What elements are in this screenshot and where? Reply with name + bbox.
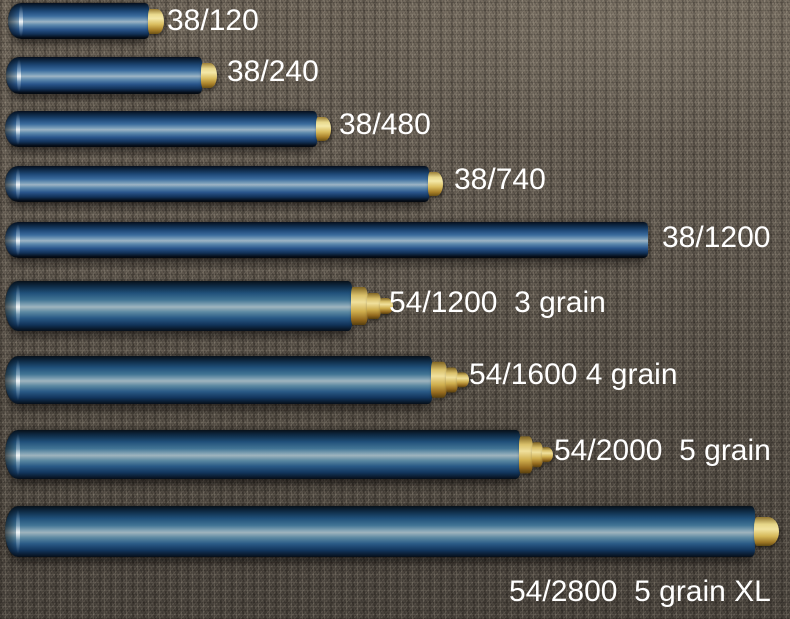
brass-cap-38-120 — [148, 9, 164, 34]
brass-cap-38-740 — [428, 172, 443, 196]
motor-casing-38-740 — [5, 166, 429, 202]
motor-casing-54-1200 — [5, 281, 352, 331]
motor-label-38-1200: 38/1200 — [662, 221, 771, 254]
closure-neck — [532, 441, 544, 468]
motor-casing-54-2800 — [5, 506, 755, 557]
closure-tip — [379, 298, 393, 314]
closure-ring — [351, 287, 369, 325]
motor-casing-38-120 — [8, 3, 149, 39]
motor-label-38-480: 38/480 — [339, 108, 431, 141]
closure-neck — [367, 293, 382, 319]
motor-casing-38-240 — [6, 57, 202, 94]
motor-label-54-2800: 54/2800 5 grain XL — [509, 575, 771, 608]
closure-ring — [519, 435, 533, 474]
brass-cap-38-240 — [201, 63, 217, 88]
brass-cap-38-480 — [316, 117, 331, 141]
motor-casing-54-1600 — [5, 356, 432, 404]
motor-label-54-2000: 54/2000 5 grain — [554, 434, 771, 467]
motor-casing-38-1200 — [5, 222, 648, 258]
brass-closure-54-1200 — [351, 281, 393, 331]
brass-closure-54-1600 — [431, 356, 469, 404]
motor-label-38-740: 38/740 — [454, 163, 546, 196]
closure-tip — [542, 446, 553, 463]
motor-label-38-120: 38/120 — [167, 4, 259, 37]
motor-casing-38-480 — [5, 111, 317, 147]
motor-label-54-1200: 54/1200 3 grain — [389, 286, 606, 319]
closure-neck — [445, 367, 459, 393]
closure-tip — [457, 372, 469, 388]
motor-label-38-240: 38/240 — [227, 55, 319, 88]
closure-ring — [431, 361, 447, 399]
brass-closure-54-2000 — [519, 430, 553, 479]
motor-label-54-1600: 54/1600 4 grain — [469, 358, 678, 391]
motor-casing-54-2000 — [5, 430, 520, 479]
brass-cap-54-2800 — [754, 517, 779, 546]
